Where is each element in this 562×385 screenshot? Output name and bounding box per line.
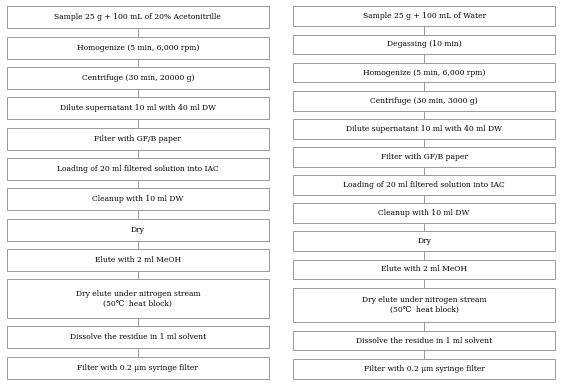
Text: Filter with 0.2 μm syringe filter: Filter with 0.2 μm syringe filter [78, 363, 198, 372]
FancyBboxPatch shape [293, 147, 555, 167]
FancyBboxPatch shape [7, 189, 269, 211]
FancyBboxPatch shape [293, 175, 555, 195]
Text: Loading of 20 ml filtered solution into IAC: Loading of 20 ml filtered solution into … [57, 165, 219, 173]
Text: Cleanup with 10 ml DW: Cleanup with 10 ml DW [378, 209, 470, 217]
FancyBboxPatch shape [293, 231, 555, 251]
FancyBboxPatch shape [293, 119, 555, 139]
Text: Sample 25 g + 100 mL of 20% Acetonitrille: Sample 25 g + 100 mL of 20% Acetonitrill… [55, 13, 221, 22]
FancyBboxPatch shape [293, 359, 555, 378]
Text: Elute with 2 ml MeOH: Elute with 2 ml MeOH [381, 266, 467, 273]
Text: Dilute supernatant 10 ml with 40 ml DW: Dilute supernatant 10 ml with 40 ml DW [60, 104, 216, 112]
Text: Homogenize (5 min, 6,000 rpm): Homogenize (5 min, 6,000 rpm) [363, 69, 486, 77]
Text: Filter with 0.2 μm syringe filter: Filter with 0.2 μm syringe filter [364, 365, 484, 373]
Text: Cleanup with 10 ml DW: Cleanup with 10 ml DW [92, 196, 184, 203]
FancyBboxPatch shape [293, 203, 555, 223]
FancyBboxPatch shape [7, 67, 269, 89]
Text: Centrifuge (30 min, 3000 g): Centrifuge (30 min, 3000 g) [370, 97, 478, 105]
Text: Dry: Dry [131, 226, 145, 234]
Text: Homogenize (5 min, 6,000 rpm): Homogenize (5 min, 6,000 rpm) [76, 44, 199, 52]
Text: Dry elute under nitrogen stream
(50℃  heat block): Dry elute under nitrogen stream (50℃ hea… [75, 290, 200, 308]
FancyBboxPatch shape [7, 37, 269, 59]
FancyBboxPatch shape [293, 35, 555, 54]
Text: Dry elute under nitrogen stream
(50℃  heat block): Dry elute under nitrogen stream (50℃ hea… [362, 296, 487, 314]
FancyBboxPatch shape [7, 326, 269, 348]
FancyBboxPatch shape [293, 331, 555, 350]
Text: Centrifuge (30 min, 20000 g): Centrifuge (30 min, 20000 g) [81, 74, 194, 82]
FancyBboxPatch shape [7, 280, 269, 318]
FancyBboxPatch shape [293, 91, 555, 110]
FancyBboxPatch shape [293, 259, 555, 280]
Text: Filter with GF/B paper: Filter with GF/B paper [380, 153, 468, 161]
Text: Elute with 2 ml MeOH: Elute with 2 ml MeOH [95, 256, 181, 264]
FancyBboxPatch shape [7, 357, 269, 378]
FancyBboxPatch shape [7, 219, 269, 241]
FancyBboxPatch shape [7, 97, 269, 119]
FancyBboxPatch shape [7, 128, 269, 150]
FancyBboxPatch shape [293, 63, 555, 82]
Text: Dry: Dry [417, 237, 431, 245]
FancyBboxPatch shape [7, 158, 269, 180]
FancyBboxPatch shape [293, 7, 555, 26]
Text: Sample 25 g + 100 mL of Water: Sample 25 g + 100 mL of Water [362, 12, 486, 20]
Text: Dilute supernatant 10 ml with 40 ml DW: Dilute supernatant 10 ml with 40 ml DW [346, 125, 502, 133]
Text: Dissolve the residue in 1 ml solvent: Dissolve the residue in 1 ml solvent [70, 333, 206, 341]
FancyBboxPatch shape [293, 288, 555, 322]
Text: Dissolve the residue in 1 ml solvent: Dissolve the residue in 1 ml solvent [356, 336, 492, 345]
FancyBboxPatch shape [7, 7, 269, 28]
Text: Loading of 20 ml filtered solution into IAC: Loading of 20 ml filtered solution into … [343, 181, 505, 189]
FancyBboxPatch shape [7, 249, 269, 271]
Text: Degassing (10 min): Degassing (10 min) [387, 40, 461, 49]
Text: Filter with GF/B paper: Filter with GF/B paper [94, 135, 182, 143]
